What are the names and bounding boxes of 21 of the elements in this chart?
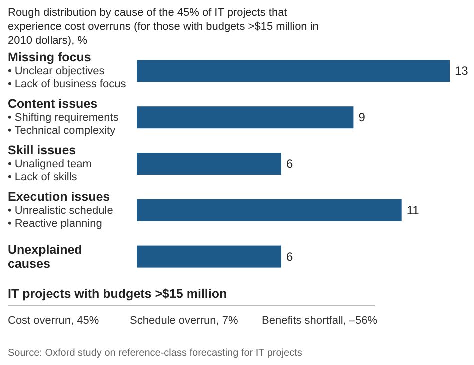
y-tick-label: Skill issues • Unaligned team • Lack of skills [8,144,92,184]
text: Cost overrun, 45% [8,315,100,327]
y-tick-label: Unexplained causes [8,242,82,271]
data-label: 9 [358,110,366,125]
data-label: 11 [406,203,420,218]
y-tick-label: Missing focus • Unclear objectives • Lack of business focus [8,50,127,91]
y-tick-label: Execution issues • Unrealistic schedule • Reactive planning [8,190,114,230]
bar [137,199,402,222]
data-label: 6 [286,250,294,264]
source-note: Source: Oxford study on reference-class forecasting for IT projects [8,348,302,359]
text: IT projects with budgets >$15 million [8,287,228,301]
text: Benefits shortfall, –56% [262,315,378,327]
bar [137,60,450,82]
y-tick-label: Content issues • Shifting requirements • Technical complexity [8,97,120,138]
chart-title: Rough distribution by cause of the 45% of IT projects that experience cost overruns (for those with budgets >$15 million in 2010 dollars), % [8,7,319,47]
text: Schedule overrun, 7% [130,315,238,327]
bar [137,246,282,268]
data-label: 13 [455,64,469,78]
bar [137,106,354,129]
data-label: 6 [286,157,294,171]
bar [137,153,282,175]
